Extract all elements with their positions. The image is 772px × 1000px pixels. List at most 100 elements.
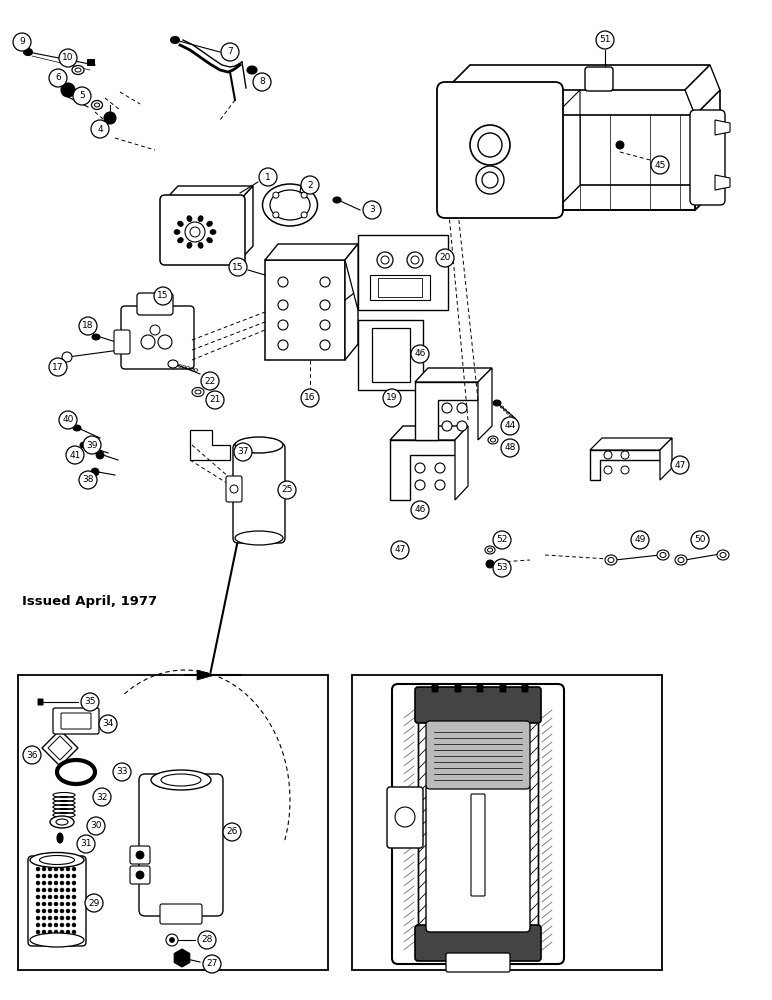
Circle shape <box>36 902 40 906</box>
Circle shape <box>91 468 99 476</box>
Polygon shape <box>415 368 492 382</box>
Circle shape <box>273 212 279 218</box>
FancyBboxPatch shape <box>471 794 485 896</box>
Circle shape <box>48 874 52 878</box>
Circle shape <box>501 417 519 435</box>
FancyBboxPatch shape <box>585 67 613 91</box>
Circle shape <box>73 87 91 105</box>
Circle shape <box>278 340 288 350</box>
Text: 31: 31 <box>80 840 92 848</box>
Text: 38: 38 <box>83 476 93 485</box>
Circle shape <box>301 212 307 218</box>
Ellipse shape <box>92 101 103 109</box>
Circle shape <box>435 480 445 490</box>
Circle shape <box>493 559 511 577</box>
Text: 34: 34 <box>103 720 113 728</box>
FancyBboxPatch shape <box>38 699 43 705</box>
Circle shape <box>49 358 67 376</box>
Circle shape <box>596 31 614 49</box>
Text: 46: 46 <box>415 506 425 514</box>
Circle shape <box>442 403 452 413</box>
Circle shape <box>621 451 629 459</box>
Ellipse shape <box>262 184 317 226</box>
Circle shape <box>49 69 67 87</box>
Circle shape <box>363 201 381 219</box>
Ellipse shape <box>247 66 257 74</box>
Circle shape <box>42 888 46 892</box>
FancyBboxPatch shape <box>522 684 528 692</box>
Circle shape <box>54 874 58 878</box>
Text: 4: 4 <box>97 124 103 133</box>
FancyBboxPatch shape <box>137 293 173 315</box>
Ellipse shape <box>75 68 81 72</box>
Circle shape <box>66 888 70 892</box>
Circle shape <box>36 874 40 878</box>
Ellipse shape <box>660 552 666 558</box>
Text: 44: 44 <box>504 422 516 430</box>
Ellipse shape <box>57 833 63 843</box>
FancyBboxPatch shape <box>426 721 530 789</box>
Circle shape <box>62 352 72 362</box>
Circle shape <box>72 930 76 934</box>
Circle shape <box>54 909 58 913</box>
Circle shape <box>77 835 95 853</box>
Circle shape <box>383 389 401 407</box>
FancyBboxPatch shape <box>415 925 541 961</box>
Text: 46: 46 <box>415 350 425 359</box>
Circle shape <box>48 867 52 871</box>
Ellipse shape <box>487 548 493 552</box>
Ellipse shape <box>195 390 201 394</box>
FancyBboxPatch shape <box>130 846 150 864</box>
Polygon shape <box>390 440 455 500</box>
Polygon shape <box>265 244 358 260</box>
Polygon shape <box>555 90 580 210</box>
Ellipse shape <box>490 438 496 442</box>
FancyBboxPatch shape <box>160 195 245 265</box>
Ellipse shape <box>678 558 684 562</box>
Circle shape <box>320 340 330 350</box>
Text: 17: 17 <box>52 362 64 371</box>
Circle shape <box>60 895 64 899</box>
Circle shape <box>54 930 58 934</box>
Polygon shape <box>48 736 72 760</box>
Text: 15: 15 <box>232 262 244 271</box>
Circle shape <box>415 463 425 473</box>
Text: 15: 15 <box>157 292 169 300</box>
Circle shape <box>36 923 40 927</box>
Text: 32: 32 <box>96 792 107 802</box>
Polygon shape <box>478 368 492 440</box>
Circle shape <box>72 923 76 927</box>
Circle shape <box>66 867 70 871</box>
FancyBboxPatch shape <box>121 306 194 369</box>
Circle shape <box>273 192 279 198</box>
Circle shape <box>150 325 160 335</box>
Text: 3: 3 <box>369 206 375 215</box>
Circle shape <box>72 916 76 920</box>
FancyBboxPatch shape <box>61 713 91 729</box>
Text: 49: 49 <box>635 536 645 544</box>
Ellipse shape <box>608 558 614 562</box>
FancyBboxPatch shape <box>358 320 423 390</box>
Ellipse shape <box>56 819 68 825</box>
FancyBboxPatch shape <box>87 59 94 65</box>
Polygon shape <box>455 426 468 500</box>
Circle shape <box>223 823 241 841</box>
FancyBboxPatch shape <box>28 856 86 946</box>
Ellipse shape <box>72 66 84 75</box>
Ellipse shape <box>73 425 81 431</box>
Circle shape <box>482 172 498 188</box>
FancyBboxPatch shape <box>415 687 541 723</box>
FancyBboxPatch shape <box>358 235 448 310</box>
FancyBboxPatch shape <box>130 866 150 884</box>
Circle shape <box>42 902 46 906</box>
Circle shape <box>66 895 70 899</box>
Text: 22: 22 <box>205 376 215 385</box>
Ellipse shape <box>210 230 216 234</box>
Circle shape <box>36 909 40 913</box>
Circle shape <box>48 895 52 899</box>
Polygon shape <box>715 175 730 190</box>
Circle shape <box>60 888 64 892</box>
Circle shape <box>60 874 64 878</box>
Circle shape <box>59 49 77 67</box>
Circle shape <box>48 881 52 885</box>
